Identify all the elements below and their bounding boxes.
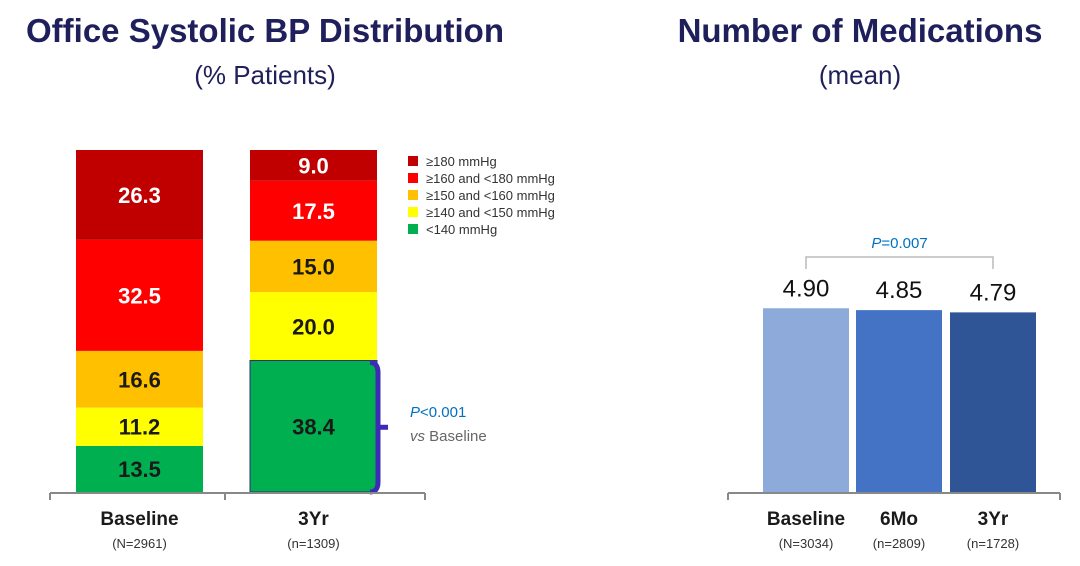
- bar-value-label: 4.79: [970, 279, 1017, 306]
- segment-value-label: 20.0: [292, 314, 335, 339]
- segment-value-label: 15.0: [292, 254, 335, 279]
- bar-segment: [76, 239, 203, 351]
- medication-bar: [763, 308, 849, 492]
- category-n-label: (n=1309): [287, 536, 339, 551]
- significance-bracket: [805, 256, 994, 269]
- segment-value-label: 9.0: [298, 153, 329, 178]
- p-value-label: P<0.001: [410, 404, 466, 421]
- bar-value-label: 4.85: [876, 277, 923, 304]
- bar-segment: [76, 150, 203, 240]
- bar-segment: [250, 240, 377, 293]
- segment-value-label: 16.6: [118, 367, 161, 392]
- vs-baseline-label: vs Baseline: [410, 428, 487, 445]
- legend-label: <140 mmHg: [426, 222, 497, 237]
- legend-swatch: [408, 224, 418, 234]
- legend-swatch: [408, 173, 418, 183]
- legend-swatch: [408, 207, 418, 217]
- bar-segment: [76, 350, 203, 408]
- category-n-label: (N=2961): [112, 536, 167, 551]
- segment-value-label: 32.5: [118, 283, 161, 308]
- segment-value-label: 13.5: [118, 457, 161, 482]
- medication-bar: [950, 312, 1036, 492]
- right-chart-subtitle: (mean): [818, 60, 902, 90]
- legend-label: ≥150 and <160 mmHg: [426, 188, 555, 203]
- right-chart-title: Number of Medications: [677, 12, 1043, 49]
- category-label: 3Yr: [298, 509, 329, 530]
- legend-swatch: [408, 156, 418, 166]
- category-n-label: (n=2809): [873, 536, 925, 551]
- legend-label: ≥160 and <180 mmHg: [426, 171, 555, 186]
- legend-label: ≥140 and <150 mmHg: [426, 205, 555, 220]
- category-label: 6Mo: [880, 509, 918, 530]
- bar-segment: [250, 360, 377, 492]
- legend-swatch: [408, 190, 418, 200]
- left-chart-title: Office Systolic BP Distribution: [26, 12, 504, 49]
- category-n-label: (n=1728): [967, 536, 1019, 551]
- left-chart-subtitle: (% Patients): [194, 60, 336, 90]
- category-label: 3Yr: [978, 509, 1009, 530]
- bar-segment: [250, 292, 377, 361]
- bar-segment: [76, 407, 203, 446]
- category-label: Baseline: [767, 509, 845, 530]
- legend-label: ≥180 mmHg: [426, 154, 497, 169]
- bar-segment: [250, 150, 377, 181]
- bar-value-label: 4.90: [783, 275, 830, 302]
- bar-segment: [250, 180, 377, 241]
- segment-value-label: 17.5: [292, 199, 335, 224]
- segment-value-label: 38.4: [292, 414, 336, 439]
- p-value-label: P=0.007: [871, 235, 927, 252]
- medication-bar: [856, 310, 942, 492]
- category-n-label: (N=3034): [779, 536, 834, 551]
- bar-segment: [76, 445, 203, 492]
- segment-value-label: 26.3: [118, 183, 161, 208]
- category-label: Baseline: [100, 509, 178, 530]
- segment-value-label: 11.2: [119, 415, 161, 440]
